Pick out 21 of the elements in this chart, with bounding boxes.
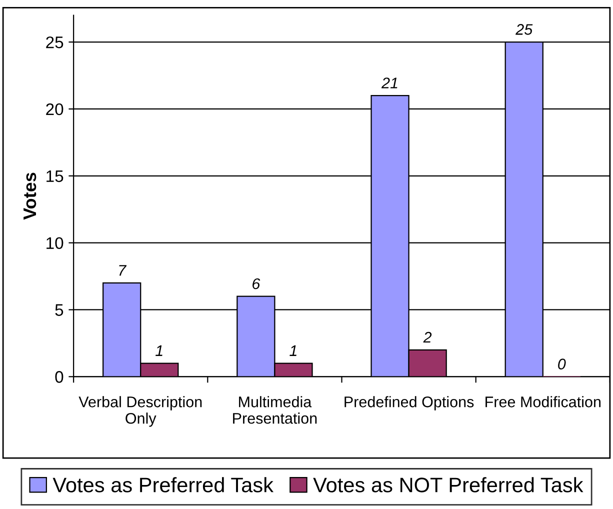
legend-label: Votes as Preferred Task [52,477,274,492]
data-label: 0 [558,358,566,370]
y-axis-title: Votes [24,172,36,220]
legend-label: Votes as NOT Preferred Task [313,477,584,492]
data-label: 6 [252,278,260,290]
y-tick-label: 20 [46,103,64,116]
x-tick-label: Multimedia Presentation [233,396,317,424]
data-label: 1 [156,345,162,356]
data-label: 21 [381,78,398,88]
y-tick-label: 15 [46,170,64,182]
data-label: 25 [516,24,533,35]
x-tick-label: Predefined Options [344,396,474,410]
y-tick-label: 0 [55,371,64,383]
y-tick-label: 5 [55,304,64,316]
y-tick-label: 10 [46,237,64,250]
y-tick-label: 25 [46,36,64,48]
x-tick-label: Free Modification [486,396,600,408]
data-label: 2 [423,332,432,343]
data-label: 1 [290,345,296,356]
x-tick-label: Verbal Description Only [78,396,202,427]
data-label: 7 [119,265,127,276]
